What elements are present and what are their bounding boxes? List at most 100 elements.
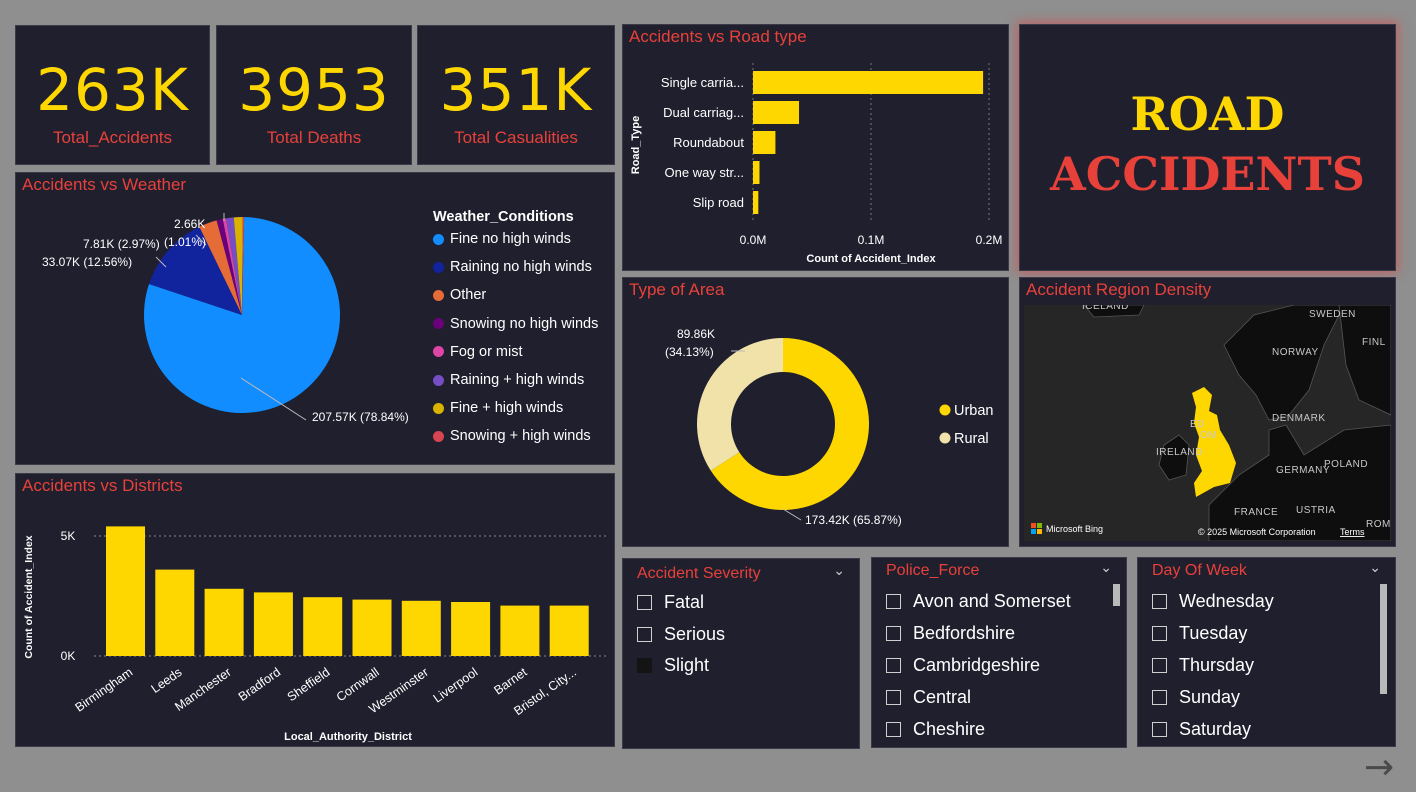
slicer-option-fatal[interactable]: Fatal xyxy=(637,588,704,616)
chevron-down-icon[interactable]: ⌄ xyxy=(833,563,845,579)
slicer-option-serious[interactable]: Serious xyxy=(637,620,725,648)
slicer-option[interactable]: Avon and Somerset xyxy=(886,587,1071,615)
legend-item[interactable]: Fine no high winds xyxy=(433,231,571,247)
map-country-label: FRANCE xyxy=(1234,507,1278,518)
scrollbar[interactable] xyxy=(1380,584,1387,694)
bar[interactable] xyxy=(753,101,800,124)
bar[interactable] xyxy=(753,71,984,94)
kpi-card-total-casualties: 351K Total Casualities xyxy=(417,25,615,165)
bar[interactable] xyxy=(753,161,760,184)
checkbox[interactable] xyxy=(637,657,652,673)
microsoft-logo xyxy=(1031,523,1036,528)
x-tick-label: 0.0M xyxy=(740,233,767,247)
donut-slice[interactable] xyxy=(697,338,783,471)
severity-slicer[interactable]: Accident Severity ⌄ Fatal Serious Slight xyxy=(622,558,860,749)
checkbox[interactable] xyxy=(1152,593,1167,609)
checkbox[interactable] xyxy=(637,594,652,610)
pie-slice[interactable] xyxy=(216,218,242,315)
slicer-title: Police_Force xyxy=(886,562,980,579)
bar[interactable] xyxy=(352,599,392,656)
pie-slice[interactable] xyxy=(233,217,243,315)
districts-chart-panel[interactable]: Accidents vs Districts Birmingham Leeds Ma… xyxy=(15,473,615,747)
checkbox[interactable] xyxy=(886,689,901,705)
area-donut-chart[interactable]: 89.86K (34.13%) 173.42K (65.87%) Urban R… xyxy=(623,278,1008,546)
pie-slice[interactable] xyxy=(199,220,242,315)
checkbox[interactable] xyxy=(886,657,901,673)
legend-dot xyxy=(433,261,444,273)
pie-slice[interactable] xyxy=(149,226,242,315)
bar[interactable] xyxy=(106,526,145,656)
map-terms-link[interactable]: Terms xyxy=(1340,527,1365,537)
slicer-option[interactable]: Central xyxy=(886,683,971,711)
kpi-card-total-deaths: 3953 Total Deaths xyxy=(216,25,412,165)
bing-label: Microsoft Bing xyxy=(1046,524,1103,534)
legend-item[interactable]: Fog or mist xyxy=(433,344,523,360)
road-type-chart-panel[interactable]: Accidents vs Road type Single carria... D… xyxy=(622,24,1009,271)
legend-item[interactable]: Fine + high winds xyxy=(433,400,563,416)
weather-pie-chart[interactable]: 207.57K (78.84%) 33.07K (12.56%) 7.81K (… xyxy=(16,185,436,465)
legend-label-rural[interactable]: Rural xyxy=(954,431,989,447)
x-tick-label: Birmingham xyxy=(73,665,136,715)
next-page-arrow-icon[interactable]: → xyxy=(1364,747,1395,788)
option-label: Avon and Somerset xyxy=(913,590,1071,611)
slicer-option[interactable]: Sunday xyxy=(1152,683,1240,711)
bar[interactable] xyxy=(253,592,293,656)
slicer-option[interactable]: Cheshire xyxy=(886,715,985,743)
legend-label: Snowing + high winds xyxy=(450,428,591,445)
slicer-option[interactable]: Cambridgeshire xyxy=(886,651,1040,679)
region-density-map[interactable]: ICELAND SWEDEN FINL NORWAY DENMARK IRELAND EDO… xyxy=(1024,305,1391,541)
map-panel[interactable]: Accident Region Density ICELAND SWEDEN FIN… xyxy=(1019,277,1396,547)
chevron-down-icon[interactable]: ⌄ xyxy=(1100,560,1112,576)
leader-line xyxy=(155,256,167,268)
area-chart-panel[interactable]: Type of Area 89.86K (34.13%) 173.42K (65… xyxy=(622,277,1009,547)
pie-slice[interactable] xyxy=(222,218,242,315)
pie-slice[interactable] xyxy=(242,217,245,315)
day-of-week-slicer[interactable]: Day Of Week ⌄ Wednesday Tuesday Thursday… xyxy=(1137,557,1396,747)
bar[interactable] xyxy=(500,605,540,656)
pie-data-label: 207.57K (78.84%) xyxy=(312,410,409,424)
checkbox[interactable] xyxy=(1152,689,1167,705)
legend-item[interactable]: Other xyxy=(433,287,486,303)
legend-item[interactable]: Raining no high winds xyxy=(433,259,592,275)
bar[interactable] xyxy=(155,569,195,656)
map-country-label: NORWAY xyxy=(1272,347,1319,358)
bar[interactable] xyxy=(303,597,343,656)
checkbox[interactable] xyxy=(1152,657,1167,673)
checkbox[interactable] xyxy=(1152,625,1167,641)
y-axis-title: Count of Accident_Index xyxy=(23,535,35,658)
donut-slice[interactable] xyxy=(710,338,869,510)
option-label: Sunday xyxy=(1179,686,1241,707)
road-type-bar-chart[interactable]: Single carria... Dual carriag... Roundabou… xyxy=(623,25,1008,270)
microsoft-logo xyxy=(1037,529,1042,534)
pie-slice[interactable] xyxy=(144,217,340,413)
slicer-option[interactable]: Wednesday xyxy=(1152,587,1274,615)
bar[interactable] xyxy=(549,605,589,656)
checkbox[interactable] xyxy=(886,625,901,641)
legend-label-urban[interactable]: Urban xyxy=(954,403,994,419)
checkbox[interactable] xyxy=(637,626,652,642)
uk-density-region[interactable] xyxy=(1192,387,1236,497)
checkbox[interactable] xyxy=(886,593,901,609)
chevron-down-icon[interactable]: ⌄ xyxy=(1369,560,1381,576)
legend-item[interactable]: Snowing no high winds xyxy=(433,316,598,332)
bar[interactable] xyxy=(401,600,441,656)
bar[interactable] xyxy=(451,602,491,656)
slicer-option[interactable]: Thursday xyxy=(1152,651,1254,679)
checkbox[interactable] xyxy=(886,721,901,737)
slicer-option[interactable]: Tuesday xyxy=(1152,619,1247,647)
bar[interactable] xyxy=(753,191,759,214)
bar[interactable] xyxy=(753,131,776,154)
legend-item[interactable]: Raining + high winds xyxy=(433,372,584,388)
scrollbar[interactable] xyxy=(1113,584,1120,606)
slicer-option[interactable]: Bedfordshire xyxy=(886,619,1015,647)
bar[interactable] xyxy=(204,588,244,656)
slicer-option-slight[interactable]: Slight xyxy=(637,651,709,679)
pie-slice[interactable] xyxy=(226,217,242,315)
checkbox[interactable] xyxy=(1152,721,1167,737)
slicer-option[interactable]: Saturday xyxy=(1152,715,1251,743)
police-force-slicer[interactable]: Police_Force ⌄ Avon and Somerset Bedford… xyxy=(871,557,1127,748)
legend-item[interactable]: Snowing + high winds xyxy=(433,428,591,444)
weather-chart-panel[interactable]: Accidents vs Weather 207.57K (78.84%) 33… xyxy=(15,172,615,465)
x-tick-label: Leeds xyxy=(149,665,185,696)
